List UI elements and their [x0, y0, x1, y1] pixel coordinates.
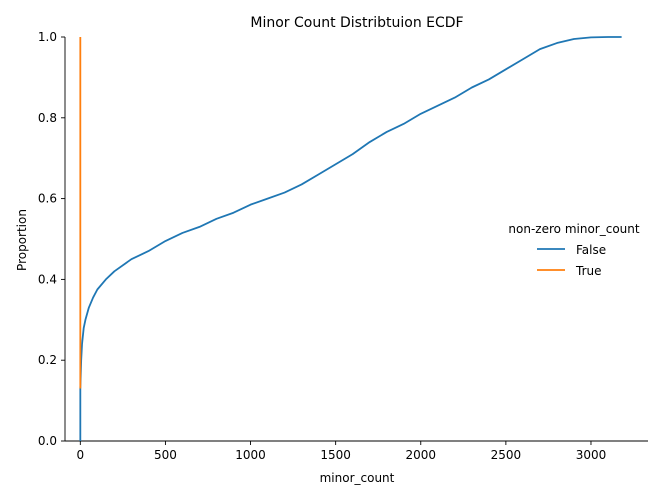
legend-label-false: False — [576, 243, 606, 257]
y-ticks: 0.0 0.2 0.4 0.6 0.8 1.0 — [38, 30, 65, 448]
x-tick-label: 1500 — [320, 448, 351, 462]
x-tick-label: 500 — [154, 448, 177, 462]
legend-title: non-zero minor_count — [508, 222, 639, 236]
x-axis-label: minor_count — [320, 471, 395, 485]
x-tick-label: 0 — [76, 448, 84, 462]
y-tick-label: 0.0 — [38, 434, 57, 448]
y-tick-label: 0.4 — [38, 272, 57, 286]
x-tick-label: 2000 — [405, 448, 436, 462]
x-tick-label: 2500 — [491, 448, 522, 462]
chart-title: Minor Count Distribtuion ECDF — [250, 15, 463, 31]
series-layer — [79, 36, 622, 441]
legend: non-zero minor_count False True — [508, 222, 639, 278]
x-tick-label: 1000 — [235, 448, 266, 462]
y-axis-label: Proportion — [15, 209, 29, 271]
y-tick-label: 0.8 — [38, 111, 57, 125]
y-tick-label: 0.2 — [38, 353, 57, 367]
legend-label-true: True — [575, 264, 602, 278]
series-line-false — [79, 36, 622, 441]
y-tick-label: 1.0 — [38, 30, 57, 44]
x-ticks: 0 500 1000 1500 2000 2500 3000 — [76, 441, 606, 462]
x-tick-label: 3000 — [576, 448, 607, 462]
y-tick-label: 0.6 — [38, 192, 57, 206]
axes: 0 500 1000 1500 2000 2500 3000 0.0 0.2 0.4 0.6 0.8… — [38, 30, 648, 462]
